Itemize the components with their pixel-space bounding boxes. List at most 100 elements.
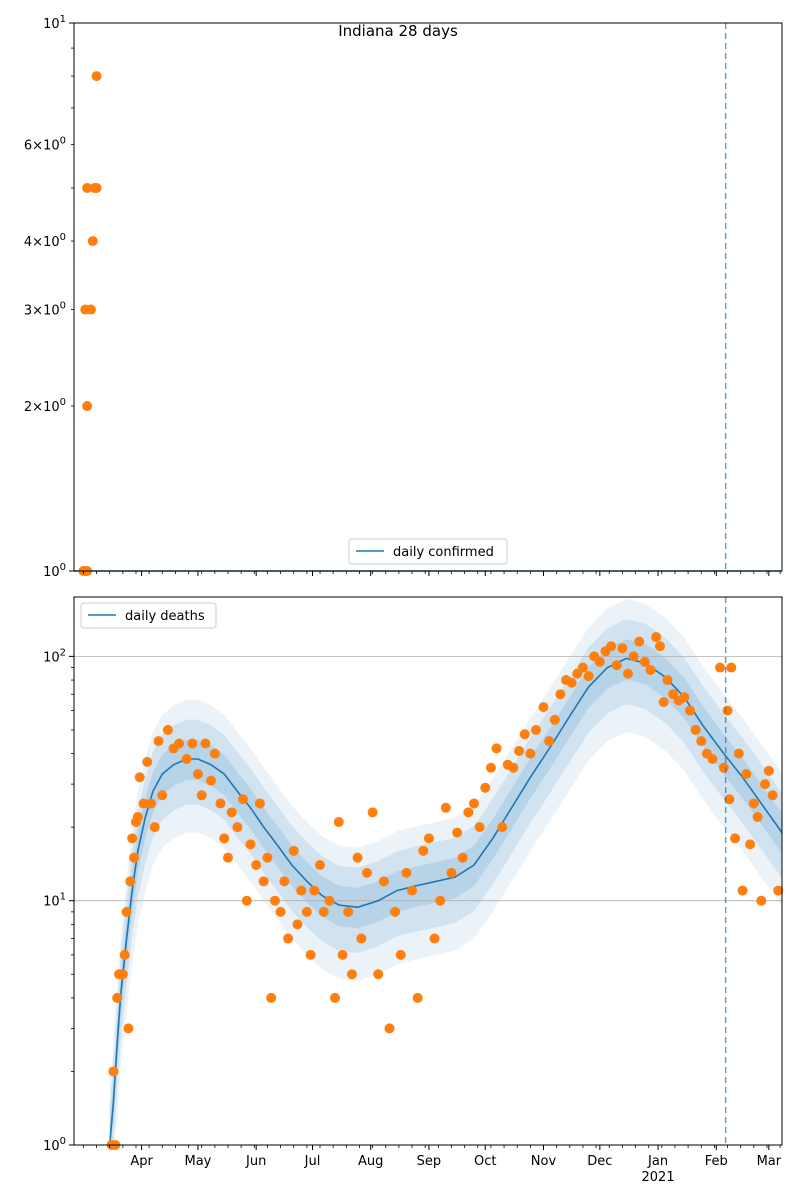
data-point (745, 839, 756, 850)
data-point (138, 798, 149, 809)
data-point (149, 822, 160, 833)
confirmed-legend: daily confirmed (348, 538, 508, 565)
data-point (209, 748, 220, 759)
data-point (254, 798, 265, 809)
x-tick-label: Feb (705, 1154, 728, 1169)
data-point (275, 906, 286, 917)
data-point (181, 754, 192, 765)
data-point (315, 859, 326, 870)
x-tick-label: Aug (358, 1154, 383, 1169)
data-point (157, 790, 168, 801)
data-point (174, 738, 185, 749)
data-point (606, 641, 617, 652)
data-point (87, 236, 98, 247)
data-point (352, 852, 363, 863)
data-point (651, 632, 662, 643)
data-point (238, 794, 249, 805)
data-point (269, 895, 280, 906)
data-point (91, 71, 102, 82)
data-point (514, 745, 525, 756)
data-point (367, 807, 378, 818)
data-point (117, 969, 128, 980)
data-point (690, 724, 701, 735)
data-point (241, 895, 252, 906)
data-point (132, 812, 143, 823)
data-point (401, 867, 412, 878)
y-tick-label: 3×100 (24, 301, 66, 319)
uncertainty-band (109, 639, 782, 1145)
data-point (127, 833, 138, 844)
data-point (654, 641, 665, 652)
data-point (200, 738, 211, 749)
data-point (91, 182, 102, 193)
data-point (119, 949, 130, 960)
data-point (623, 668, 634, 679)
data-point (301, 906, 312, 917)
x-tick-label: Jun (245, 1154, 266, 1169)
data-point (519, 729, 530, 740)
data-point (748, 798, 759, 809)
deaths-legend: daily deaths (80, 602, 217, 629)
x-tick-sublabel: 2021 (642, 1170, 675, 1185)
data-point (555, 689, 566, 700)
data-point (707, 754, 718, 765)
data-point (767, 790, 778, 801)
data-point (258, 876, 269, 887)
uncertainty-band (109, 619, 782, 1145)
data-point (288, 845, 299, 856)
data-point (395, 949, 406, 960)
data-point (134, 772, 145, 783)
x-tick-label: Oct (474, 1154, 496, 1169)
data-point (108, 1066, 119, 1077)
data-point (469, 798, 480, 809)
y-tick-label: 2×100 (24, 397, 66, 415)
data-point (463, 807, 474, 818)
data-point (440, 802, 451, 813)
data-point (251, 859, 262, 870)
data-point (187, 738, 198, 749)
data-point (634, 636, 645, 647)
data-point (384, 1023, 395, 1034)
data-point (594, 656, 605, 667)
data-point (508, 762, 519, 773)
data-point (85, 304, 96, 315)
legend-label: daily confirmed (393, 545, 494, 560)
data-point (215, 798, 226, 809)
deaths-panel: 100 101 102 Apr May Jun Jul Aug Sep Oct Nov Dec Jan… (43, 596, 784, 1185)
data-point (549, 714, 560, 725)
data-point (305, 949, 316, 960)
data-point (773, 885, 784, 896)
data-point (279, 876, 290, 887)
data-point (741, 769, 752, 780)
data-point (192, 769, 203, 780)
data-point (491, 743, 502, 754)
data-point (756, 895, 767, 906)
x-tick-label: Apr (130, 1154, 153, 1169)
data-point (480, 782, 491, 793)
data-point (752, 812, 763, 823)
uncertainty-band (109, 599, 782, 1145)
data-point (679, 692, 690, 703)
x-tick-label: Sep (417, 1154, 442, 1169)
data-point (318, 906, 329, 917)
y-tick-label: 101 (43, 14, 66, 32)
y-tick-label: 6×100 (24, 136, 66, 154)
data-point (452, 827, 463, 838)
data-point (617, 643, 628, 654)
data-point (457, 852, 468, 863)
data-point (525, 748, 536, 759)
data-point (123, 1023, 134, 1034)
data-point (206, 775, 217, 786)
data-point (583, 671, 594, 682)
y-tick-label: 100 (43, 1136, 66, 1154)
data-point (497, 822, 508, 833)
data-point (309, 885, 320, 896)
data-point (142, 756, 153, 767)
data-point (737, 885, 748, 896)
data-point (611, 660, 622, 671)
data-point (658, 697, 669, 708)
data-point (129, 852, 140, 863)
confirmed-panel: 100 101 2×100 3×100 4×100 6×100 Indiana 28 da… (24, 14, 783, 580)
data-point (121, 906, 132, 917)
data-point (760, 779, 771, 790)
